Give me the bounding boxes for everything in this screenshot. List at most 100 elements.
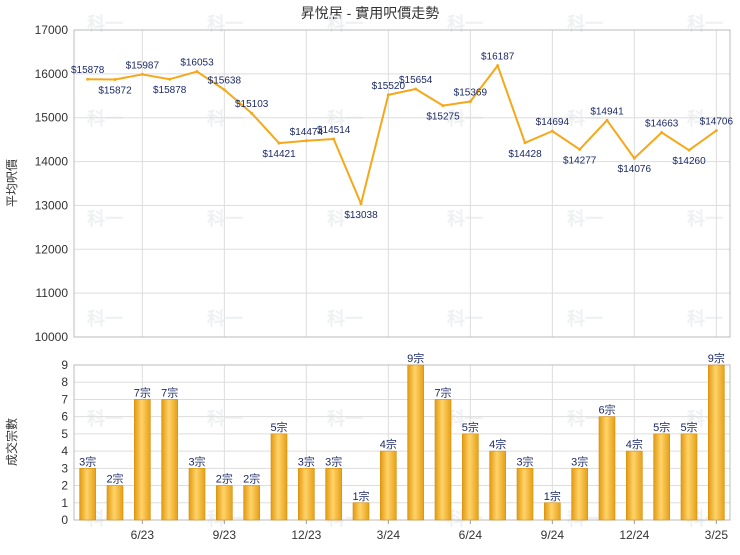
watermark-text: 科一: [567, 208, 603, 229]
price-y-tick-label: 13000: [35, 198, 69, 212]
watermark-text: 科一: [687, 13, 723, 34]
watermark-text: 科一: [327, 408, 363, 429]
x-tick-label: 9/23: [213, 528, 237, 542]
price-point: [304, 139, 308, 143]
x-tick-label: 6/24: [459, 528, 483, 542]
price-data-label: $14706: [700, 117, 734, 128]
price-y-tick-label: 17000: [35, 23, 69, 37]
count-bar-label: 3宗: [188, 454, 205, 468]
price-data-label: $13038: [344, 210, 378, 221]
count-bar-label: 1宗: [352, 489, 369, 503]
count-bar: [106, 485, 124, 521]
count-bar-label: 5宗: [270, 420, 287, 434]
price-data-label: $14277: [563, 155, 597, 166]
count-bar-label: 9宗: [407, 351, 424, 365]
price-point: [86, 77, 90, 81]
count-bar-label: 5宗: [462, 420, 479, 434]
count-bar-label: 3宗: [79, 454, 96, 468]
price-panel: 10000 11000 12000 13000 14000 15000 16000 17000…: [35, 23, 734, 344]
count-bar: [680, 433, 698, 521]
count-bar-label: 3宗: [298, 454, 315, 468]
x-tick-label: 3/25: [705, 528, 729, 542]
count-panel: 0 1 2 3 4 5 6 7 8 9 6/23 9/23 12/23 3/24 6/24 9/24 12/24…: [61, 351, 731, 542]
price-y-tick-label: 16000: [35, 67, 69, 81]
price-point: [714, 129, 718, 133]
count-bar: [243, 485, 260, 521]
watermark-text: 科一: [207, 408, 243, 429]
price-data-label: $15654: [399, 75, 433, 86]
count-bar: [544, 502, 561, 521]
price-point: [468, 100, 472, 104]
count-bar: [708, 364, 725, 521]
count-bar: [626, 450, 643, 521]
price-data-label: $15878: [153, 85, 187, 96]
watermark-text: 科一: [447, 108, 483, 129]
count-bar-label: 7宗: [161, 385, 178, 399]
count-bar-label: 4宗: [489, 437, 506, 451]
count-bar: [134, 399, 151, 521]
watermark-text: 科一: [327, 208, 363, 229]
price-data-label: $15103: [235, 99, 269, 110]
price-point: [523, 141, 527, 145]
count-bar: [380, 450, 397, 521]
count-bar: [407, 364, 424, 521]
count-bar: [188, 468, 206, 521]
count-bar-label: 9宗: [708, 351, 725, 365]
watermark-text: 科一: [327, 308, 363, 329]
watermark-text: 科一: [207, 108, 243, 129]
count-bar: [161, 399, 178, 521]
x-tick-label: 12/23: [291, 528, 321, 542]
price-y-tick-label: 11000: [36, 286, 69, 300]
price-data-label: $14260: [672, 156, 706, 167]
price-point: [441, 104, 445, 108]
count-bar: [489, 450, 506, 521]
price-data-label: $14694: [536, 117, 570, 128]
count-y-tick-label: 3: [61, 461, 68, 475]
price-point: [277, 141, 281, 145]
watermark-text: 科一: [327, 108, 363, 129]
count-y-tick-label: 9: [61, 358, 68, 372]
count-bar: [352, 502, 370, 521]
x-tick-label: 6/23: [131, 528, 155, 542]
price-y-axis-label: 平均呎價: [5, 159, 19, 207]
count-bar-label: 2宗: [106, 472, 123, 486]
price-data-label: $16187: [481, 52, 515, 63]
price-point: [687, 148, 691, 152]
count-bar-label: 6宗: [598, 403, 615, 417]
count-bar: [216, 485, 233, 521]
price-point: [195, 70, 199, 74]
watermark-text: 科一: [207, 308, 243, 329]
price-y-tick-label: 12000: [35, 242, 69, 256]
price-point: [359, 202, 363, 206]
price-data-label: $15878: [71, 65, 105, 76]
price-point: [113, 77, 117, 81]
watermark-text: 科一: [87, 208, 123, 229]
count-bar: [598, 416, 616, 521]
count-y-tick-label: 4: [61, 444, 68, 458]
count-bar-label: 2宗: [243, 472, 260, 486]
price-point: [140, 72, 144, 76]
watermark-text: 科一: [207, 13, 243, 34]
watermark-text: 科一: [447, 408, 483, 429]
count-y-tick-label: 7: [61, 392, 68, 406]
price-data-label: $14474: [290, 127, 324, 138]
count-bar-label: 7宗: [134, 385, 151, 399]
price-data-label: $15275: [426, 112, 460, 123]
price-point: [332, 137, 336, 141]
watermark-text: 科一: [567, 13, 603, 34]
count-bar-label: 5宗: [680, 420, 697, 434]
watermark-text: 科一: [447, 13, 483, 34]
count-bar: [79, 468, 96, 521]
price-data-label: $15872: [98, 85, 132, 96]
price-data-label: $15369: [454, 88, 488, 99]
watermark-text: 科一: [87, 108, 123, 129]
price-y-tick-label: 14000: [35, 155, 69, 169]
price-point: [414, 87, 418, 91]
count-y-tick-label: 0: [61, 513, 68, 527]
count-bar: [516, 468, 534, 521]
count-bar-label: 7宗: [434, 385, 451, 399]
price-data-label: $16053: [180, 58, 214, 69]
x-tick-label: 3/24: [377, 528, 401, 542]
